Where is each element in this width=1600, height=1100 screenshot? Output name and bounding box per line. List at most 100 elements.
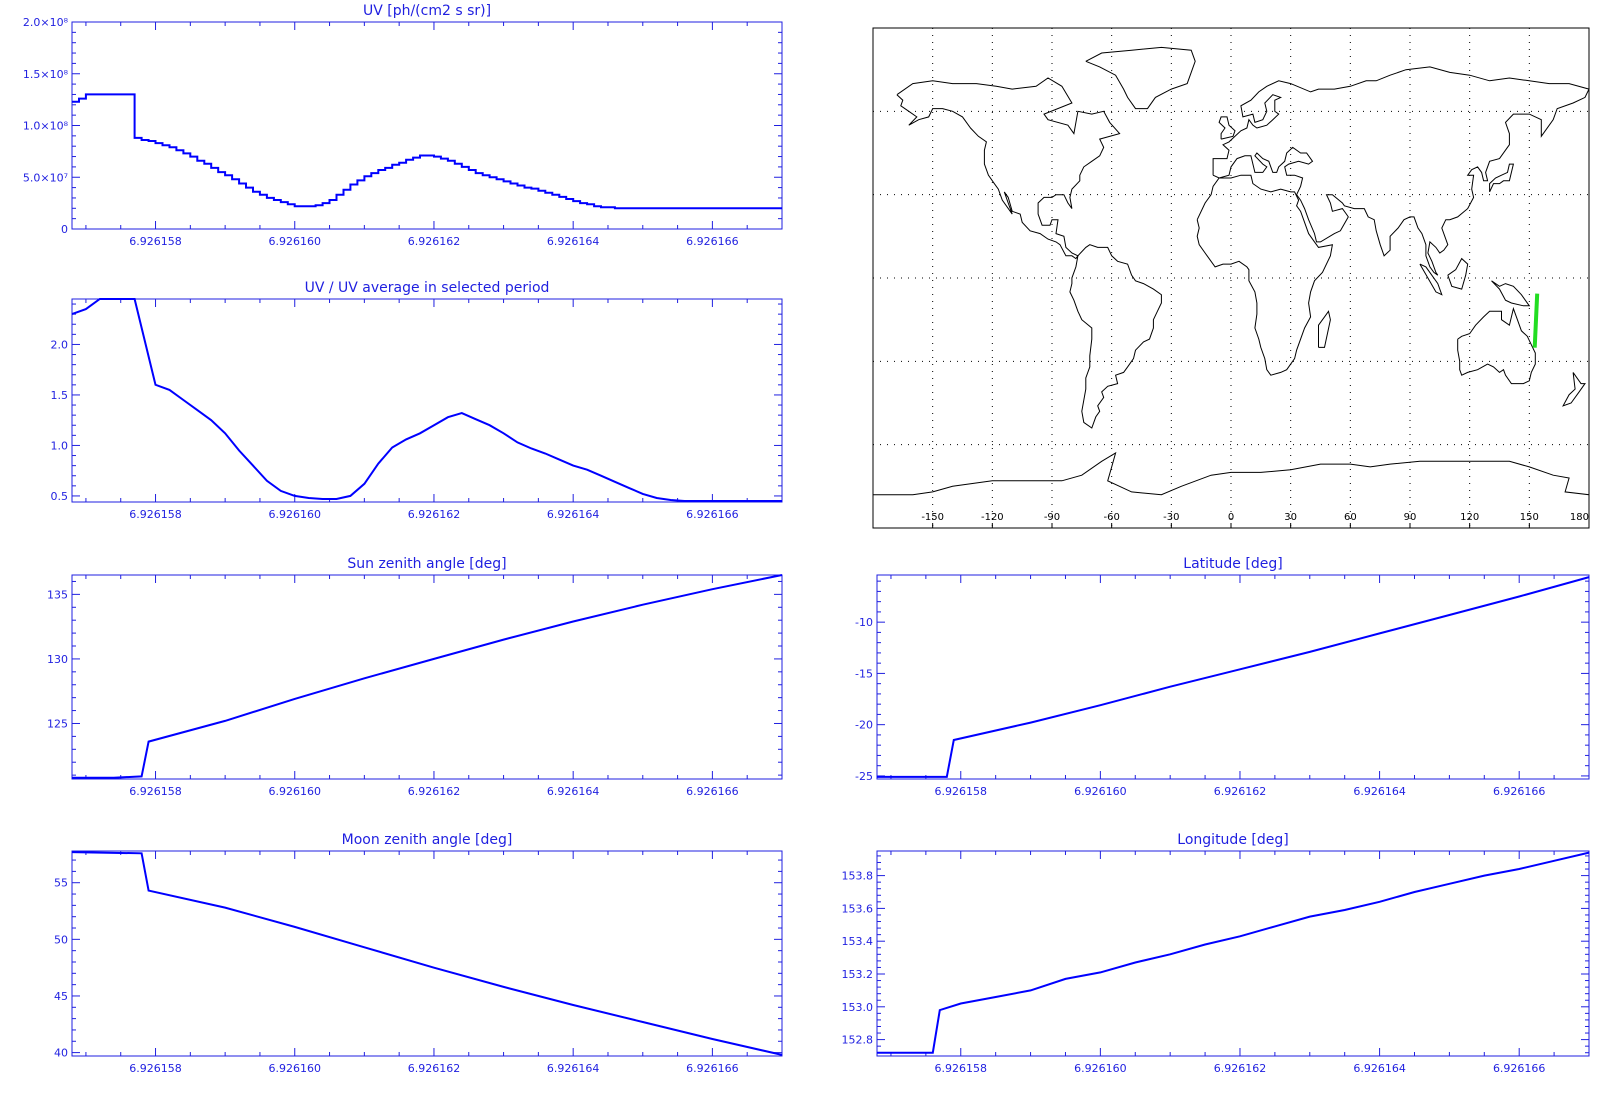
sun-zenith-title: Sun zenith angle [deg]	[347, 556, 506, 572]
sun-zenith-ytick-label: 135	[47, 588, 68, 601]
map-lon-label: 0	[1228, 512, 1234, 523]
uv-ytick-label: 0	[61, 223, 68, 236]
longitude-axes-box	[876, 850, 1590, 1057]
uv-ratio-ytick-label: 0.5	[51, 490, 69, 503]
coastline-eurasia	[1212, 66, 1590, 276]
uv-ytick-label: 2.0×10⁸	[23, 16, 69, 29]
moon-zenith-title: Moon zenith angle [deg]	[342, 832, 513, 848]
coastline-south-america	[1069, 244, 1162, 429]
sun-zenith-xtick-label: 6.926158	[129, 785, 182, 798]
moon-zenith-axes-box	[71, 850, 783, 1057]
coastline-sumatra	[1419, 263, 1443, 296]
map-lon-label: -150	[921, 512, 944, 523]
coastline-antarctica	[872, 451, 1590, 512]
sun-zenith-xtick-label: 6.926162	[408, 785, 461, 798]
sun-zenith-xtick-label: 6.926166	[686, 785, 739, 798]
latitude-xtick-label: 6.926158	[935, 785, 988, 798]
map-lon-label: -90	[1044, 512, 1060, 523]
uv-ratio-xtick-label: 6.926166	[686, 508, 739, 521]
longitude-xtick-label: 6.926158	[935, 1062, 988, 1075]
sun-zenith-axes-box	[71, 574, 783, 780]
latitude-xtick-label: 6.926160	[1074, 785, 1127, 798]
sun-zenith-panel: Sun zenith angle [deg] 6.926158 6.926160 6.…	[47, 556, 783, 798]
sun-zenith-ytick-label: 125	[47, 717, 68, 730]
coastline-greenland	[1085, 46, 1196, 110]
sun-zenith-ytick-label: 130	[47, 653, 68, 666]
uv-ratio-title: UV / UV average in selected period	[305, 280, 550, 296]
coastline-africa	[1196, 174, 1334, 376]
map-lon-label: -120	[981, 512, 1004, 523]
uv-ytick-label: 1.0×10⁸	[23, 120, 69, 133]
coastline-new-guinea	[1491, 280, 1531, 307]
moon-zenith-ytick-label: 40	[54, 1047, 68, 1060]
moon-zenith-xtick-label: 6.926164	[547, 1062, 600, 1075]
latitude-ytick-label: -20	[855, 719, 873, 732]
longitude-ytick-label: 152.8	[842, 1034, 874, 1047]
uv-ratio-series-line	[71, 298, 782, 502]
longitude-xtick-label: 6.926160	[1074, 1062, 1127, 1075]
sun-zenith-xtick-label: 6.926164	[547, 785, 600, 798]
map-lon-label: 180	[1570, 512, 1589, 523]
longitude-xtick-label: 6.926166	[1493, 1062, 1546, 1075]
moon-zenith-ytick-label: 45	[54, 990, 68, 1003]
sun-zenith-xtick-label: 6.926160	[268, 785, 321, 798]
uv-ratio-ytick-label: 1.5	[51, 389, 69, 402]
uv-ytick-label: 1.5×10⁸	[23, 68, 69, 81]
moon-zenith-panel: Moon zenith angle [deg] 6.926158 6.926160 6…	[54, 832, 783, 1075]
uv-axes-box	[71, 21, 783, 230]
uv-ytick-label: 5.0×10⁷	[23, 171, 68, 184]
longitude-ytick-label: 153.6	[842, 902, 874, 915]
longitude-ytick-label: 153.2	[842, 968, 874, 981]
map-lon-label: 120	[1460, 512, 1479, 523]
latitude-xtick-label: 6.926166	[1493, 785, 1546, 798]
uv-ratio-ytick-label: 1.0	[51, 439, 69, 452]
coastline-britain	[1218, 116, 1236, 140]
uv-xtick-label: 6.926162	[408, 235, 461, 248]
sun-zenith-series-line	[72, 574, 783, 779]
latitude-series-line	[877, 576, 1590, 778]
longitude-xtick-label: 6.926164	[1353, 1062, 1406, 1075]
longitude-ytick-label: 153.4	[842, 935, 874, 948]
world-map-panel: -150 -120 -90 -60 -30 0 30 60 90 120 150 180	[872, 27, 1590, 529]
latitude-xtick-label: 6.926164	[1353, 785, 1406, 798]
uv-ratio-panel: UV / UV average in selected period 6.9261…	[51, 280, 783, 521]
uv-xtick-label: 6.926164	[547, 235, 600, 248]
uv-ratio-xtick-label: 6.926162	[408, 508, 461, 521]
coastline-new-zealand	[1562, 372, 1586, 407]
uv-xtick-label: 6.926160	[268, 235, 321, 248]
map-lon-label: 90	[1404, 512, 1417, 523]
latitude-ytick-label: -15	[855, 667, 873, 680]
longitude-ytick-label: 153.0	[842, 1001, 874, 1014]
uv-ratio-xtick-label: 6.926158	[129, 508, 182, 521]
latitude-ytick-label: -25	[855, 770, 873, 783]
map-lon-label: -30	[1163, 512, 1179, 523]
longitude-panel: Longitude [deg] 6.926158 6.926160 6.926162 6…	[842, 832, 1590, 1075]
uv-series-line	[72, 93, 782, 210]
map-lon-label: 30	[1284, 512, 1297, 523]
longitude-series-line	[877, 851, 1590, 1054]
latitude-title: Latitude [deg]	[1183, 556, 1282, 572]
latitude-xtick-label: 6.926162	[1214, 785, 1267, 798]
moon-zenith-xtick-label: 6.926158	[129, 1062, 182, 1075]
moon-zenith-ytick-label: 50	[54, 933, 68, 946]
moon-zenith-xtick-label: 6.926166	[686, 1062, 739, 1075]
coastline-borneo	[1447, 257, 1469, 290]
latitude-axes-box	[876, 574, 1590, 780]
moon-zenith-xtick-label: 6.926160	[268, 1062, 321, 1075]
uv-title: UV [ph/(cm2 s sr)]	[363, 3, 491, 19]
map-lon-label: -60	[1103, 512, 1119, 523]
coastline-madagascar	[1318, 310, 1331, 348]
latitude-ytick-label: -10	[855, 616, 873, 629]
satellite-track	[1532, 293, 1540, 348]
longitude-ytick-label: 153.8	[842, 870, 874, 883]
uv-ratio-ytick-label: 2.0	[51, 338, 69, 351]
uv-ratio-xtick-label: 6.926164	[547, 508, 600, 521]
coastline-japan	[1489, 163, 1515, 193]
uv-ratio-axes-box	[71, 298, 783, 503]
uv-xtick-label: 6.926158	[129, 235, 182, 248]
uv-xtick-label: 6.926166	[686, 235, 739, 248]
uv-ratio-xtick-label: 6.926160	[268, 508, 321, 521]
map-lon-label: 150	[1520, 512, 1539, 523]
map-lon-label: 60	[1344, 512, 1357, 523]
